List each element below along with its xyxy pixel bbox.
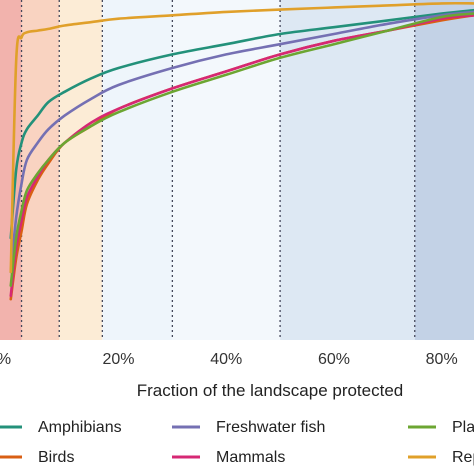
x-tick-label: 80% (426, 351, 458, 368)
legend-label: Pla (452, 419, 474, 436)
legend-item-amphibians: Amphibians (0, 419, 122, 436)
series-line-pla (9, 12, 474, 287)
legend-label: Freshwater fish (216, 419, 325, 436)
threshold-lines (20, 0, 416, 340)
band-4 (172, 0, 281, 340)
series-lines (9, 1, 474, 301)
x-tick-label: 20% (102, 351, 134, 368)
legend-label: Rep (452, 449, 474, 466)
legend-label: Amphibians (38, 419, 122, 436)
series-line-freshwater-fish (9, 10, 474, 274)
band-2 (59, 0, 103, 340)
series-line-rep (9, 1, 474, 274)
x-tick-label: 40% (210, 351, 242, 368)
protection-bands (0, 0, 474, 340)
legend-label: Birds (38, 449, 74, 466)
x-tick-labels: % 20% 40% 60% 80% (0, 351, 458, 368)
legend: Amphibians Freshwater fish Pla Birds Mammals… (0, 419, 474, 466)
legend-item-mammals: Mammals (172, 449, 285, 466)
x-tick-label: % (0, 351, 11, 368)
legend-item-rep: Rep (408, 449, 474, 466)
legend-item-pla: Pla (408, 419, 474, 436)
x-tick-label: 60% (318, 351, 350, 368)
series-line-mammals (9, 14, 474, 298)
series-line-amphibians (9, 8, 474, 240)
legend-item-birds: Birds (0, 449, 74, 466)
band-6 (414, 0, 474, 340)
legend-item-freshwater-fish: Freshwater fish (172, 419, 325, 436)
legend-label: Mammals (216, 449, 285, 466)
band-3 (102, 0, 173, 340)
band-5 (280, 0, 415, 340)
x-axis-title: Fraction of the landscape protected (137, 381, 404, 400)
